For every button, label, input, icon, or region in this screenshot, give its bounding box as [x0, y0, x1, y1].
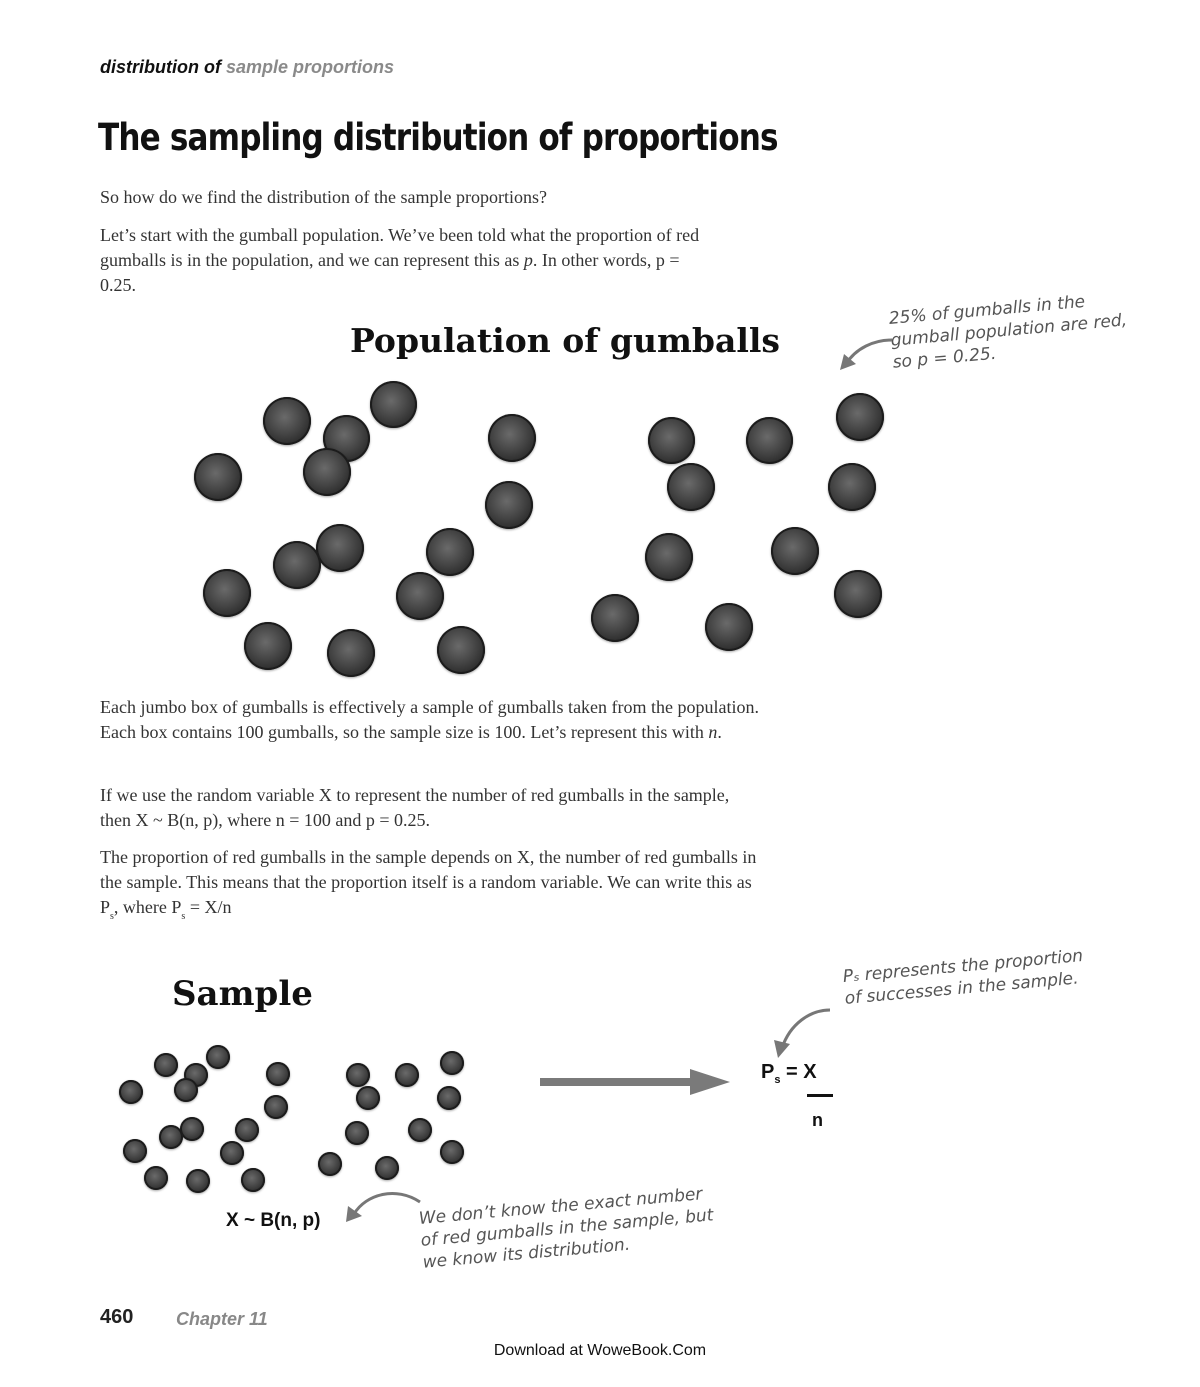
- running-head: distribution of sample proportions: [100, 57, 394, 78]
- sample-size-paragraph: Each jumbo box of gumballs is effectivel…: [100, 695, 765, 745]
- right-arrow-icon: [540, 1069, 730, 1095]
- intro-paragraph: Let’s start with the gumball population.…: [100, 223, 700, 298]
- formula-numerator: X: [803, 1061, 817, 1083]
- gumball: [264, 1095, 288, 1119]
- proportion-text-a: The proportion of red gumballs in the sa…: [100, 847, 757, 917]
- formula-denominator: n: [812, 1110, 823, 1130]
- random-variable-paragraph: If we use the random variable X to repre…: [100, 785, 730, 830]
- gumball: [318, 1152, 342, 1176]
- gumball: [180, 1117, 204, 1141]
- gumball: [370, 381, 417, 428]
- download-watermark: Download at WoweBook.Com: [493, 1342, 707, 1359]
- proportion-formula: Ps = X: [761, 1061, 817, 1086]
- running-head-topic: sample proportions: [226, 57, 395, 77]
- intro-text-b: . In other words, p = 0.25.: [100, 250, 680, 295]
- gumball: [346, 1063, 370, 1087]
- gumball: [375, 1156, 399, 1180]
- gumball: [327, 629, 375, 677]
- formula-equals: =: [786, 1061, 798, 1083]
- gumball: [488, 414, 536, 462]
- distribution-note-arrow-icon: [346, 1192, 421, 1222]
- page-title: The sampling distribution of proportions: [98, 116, 779, 159]
- gumball: [440, 1140, 464, 1164]
- formula-lhs-subscript: s: [774, 1074, 781, 1086]
- sample-figure-title: Sample: [172, 974, 313, 1014]
- gumball: [263, 397, 311, 445]
- gumball: [667, 463, 715, 511]
- gumball: [144, 1166, 168, 1190]
- intro-text-a: Let’s start with the gumball population.…: [100, 225, 700, 270]
- gumball: [408, 1118, 432, 1142]
- proportion-subscript: s: [110, 911, 114, 922]
- page-number: 460: [100, 1306, 134, 1328]
- population-figure-title: Population of gumballs: [350, 321, 780, 360]
- gumball: [746, 417, 793, 464]
- sample-size-text-b: .: [717, 722, 722, 742]
- sample-size-variable-n: n: [708, 722, 718, 742]
- intro-variable-p: p: [523, 250, 533, 270]
- gumball: [437, 1086, 461, 1110]
- gumball: [154, 1053, 178, 1077]
- gumball: [206, 1045, 230, 1069]
- gumball: [834, 570, 882, 618]
- proportion-note-arrow-icon: [774, 1008, 831, 1058]
- gumball: [303, 448, 351, 496]
- formula-lhs: P: [761, 1061, 775, 1083]
- gumball: [123, 1139, 147, 1163]
- gumball: [203, 569, 251, 617]
- gumball: [426, 528, 474, 576]
- distribution-label: X ~ B(n, p): [226, 1210, 321, 1231]
- gumball: [194, 453, 242, 501]
- gumball: [645, 533, 693, 581]
- gumball: [771, 527, 819, 575]
- gumball: [591, 594, 639, 642]
- gumball: [485, 481, 533, 529]
- gumball: [186, 1169, 210, 1193]
- gumball: [174, 1078, 198, 1102]
- gumball: [241, 1168, 265, 1192]
- gumball: [159, 1125, 183, 1149]
- gumball: [828, 463, 876, 511]
- gumball: [648, 417, 695, 464]
- gumball: [356, 1086, 380, 1110]
- sample-gumballs: [0, 1000, 520, 1200]
- gumball: [235, 1118, 259, 1142]
- gumball: [836, 393, 884, 441]
- gumball: [705, 603, 753, 651]
- intro-question: So how do we find the distribution of th…: [100, 187, 547, 207]
- gumball: [396, 572, 444, 620]
- gumball: [220, 1141, 244, 1165]
- population-gumballs: [194, 381, 884, 677]
- gumball: [437, 626, 485, 674]
- gumball: [273, 541, 321, 589]
- gumball: [266, 1062, 290, 1086]
- gumball: [395, 1063, 419, 1087]
- gumball: [345, 1121, 369, 1145]
- sample-size-text-a: Each jumbo box of gumballs is effectivel…: [100, 697, 760, 742]
- proportion-subscript: s: [181, 911, 186, 922]
- chapter-label: Chapter 11: [176, 1309, 268, 1329]
- gumball: [316, 524, 364, 572]
- gumball: [119, 1080, 143, 1104]
- proportion-text-c: = X/n: [185, 897, 232, 917]
- fraction-bar: [807, 1094, 833, 1097]
- population-note-arrow-icon: [840, 338, 893, 370]
- proportion-text-b: , where P: [113, 897, 182, 917]
- gumball: [244, 622, 292, 670]
- proportion-note: Pₛ represents the proportion of successe…: [842, 945, 1086, 1010]
- running-head-prefix: distribution of: [100, 57, 221, 77]
- proportion-paragraph: The proportion of red gumballs in the sa…: [100, 845, 765, 929]
- gumball: [440, 1051, 464, 1075]
